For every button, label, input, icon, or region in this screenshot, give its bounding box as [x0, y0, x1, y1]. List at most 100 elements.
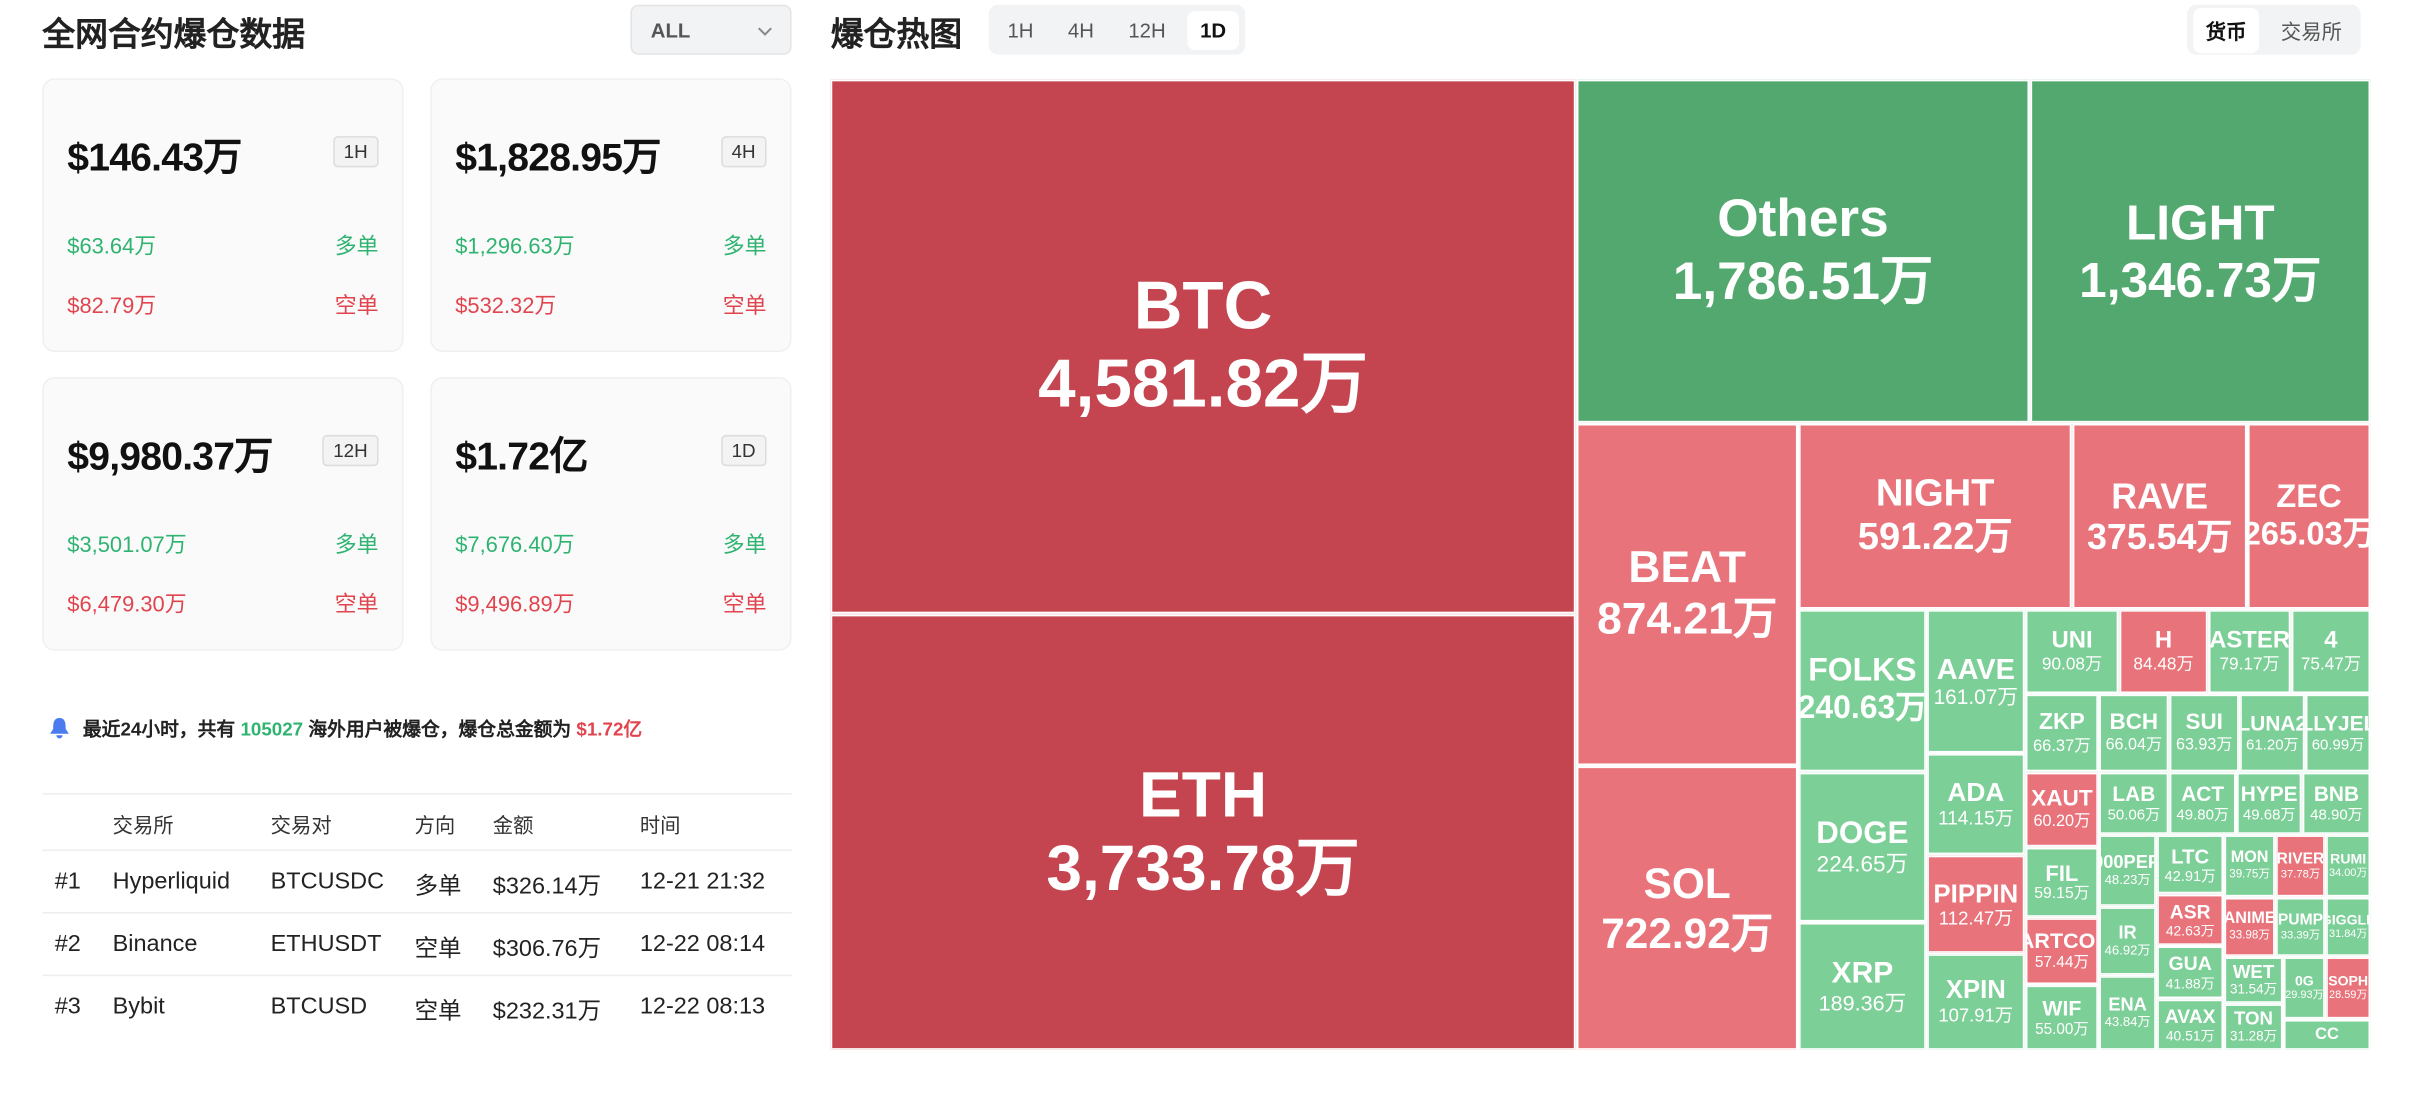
- tile-name: NIGHT: [1875, 472, 1995, 515]
- heatmap-tile[interactable]: PIPPIN 112.47万: [1927, 855, 2025, 953]
- heatmap-tile[interactable]: ZEC 265.03万: [2248, 423, 2371, 609]
- notice-amount: $1.72亿: [576, 718, 643, 740]
- heatmap-tile[interactable]: RAVE 375.54万: [2072, 423, 2247, 609]
- filter-value: ALL: [650, 18, 691, 43]
- heatmap-tile[interactable]: BEAT 874.21万: [1576, 423, 1798, 765]
- heatmap-tile[interactable]: IR 46.92万: [2099, 907, 2156, 975]
- heatmap-tile[interactable]: CC: [2284, 1019, 2371, 1050]
- heatmap-tile[interactable]: GUA 41.88万: [2157, 946, 2224, 999]
- tile-value: 1,346.73万: [2079, 251, 2322, 308]
- heatmap-tile[interactable]: FIL 59.15万: [2025, 847, 2098, 917]
- card-total: $146.43万: [67, 136, 242, 180]
- title: 全网合约爆仓数据: [42, 17, 306, 54]
- tile-value: 112.47万: [1938, 906, 2013, 929]
- heatmap-tile[interactable]: XRP 189.36万: [1799, 922, 1926, 1050]
- heatmap-tile[interactable]: FARTCOIN57.44万: [2025, 918, 2098, 985]
- heatmap-tile[interactable]: LTC 42.91万: [2157, 835, 2224, 894]
- tile-value: 66.37万: [2032, 736, 2091, 756]
- heatmap-tile[interactable]: PUMP 33.39万: [2276, 897, 2325, 956]
- stat-card: $146.43万 1H $63.64万 多单 $82.79万 空单: [42, 78, 404, 352]
- tile-name: HYPE: [2240, 782, 2298, 807]
- heatmap-tile[interactable]: ETH 3,733.78万: [830, 614, 1576, 1050]
- tile-name: ADA: [1947, 778, 2005, 808]
- heatmap-tile[interactable]: AAVE 161.07万: [1927, 610, 2025, 753]
- heatmap-tile[interactable]: H 84.48万: [2119, 610, 2208, 694]
- heatmap-tile[interactable]: SOL 722.92万: [1576, 766, 1798, 1050]
- heatmap-tile[interactable]: TON 31.28万: [2224, 1004, 2283, 1050]
- view-tab[interactable]: 交易所: [2280, 19, 2342, 44]
- heatmap-tile[interactable]: Others 1,786.51万: [1576, 79, 2030, 423]
- tile-name: Others: [1717, 189, 1889, 250]
- table-cell: $326.14万: [492, 872, 602, 900]
- tile-value: 79.17万: [2219, 655, 2280, 675]
- view-tab[interactable]: 货币: [2193, 7, 2260, 53]
- tile-value: 61.20万: [2245, 736, 2299, 754]
- heatmap-tile[interactable]: BNB 48.90万: [2302, 772, 2371, 834]
- heatmap-tile[interactable]: ZKP 66.37万: [2025, 694, 2098, 772]
- heatmap-tile[interactable]: ASR 42.63万: [2157, 894, 2224, 945]
- tile-name: GIGGLE: [2328, 912, 2369, 929]
- period-badge: 1D: [720, 434, 767, 467]
- tile-name: XPIN: [1945, 976, 2006, 1005]
- heatmap-tile[interactable]: WET 31.54万: [2224, 957, 2283, 1003]
- period-tab[interactable]: 1D: [1187, 10, 1239, 50]
- heatmap-tile[interactable]: HYPE 49.68万: [2237, 772, 2302, 834]
- tile-value: 90.08万: [2041, 655, 2103, 675]
- heatmap-tile[interactable]: DOGE 224.65万: [1799, 772, 1926, 922]
- heatmap-tile[interactable]: WIF 55.00万: [2025, 985, 2098, 1050]
- long-label: 多单: [722, 233, 767, 259]
- tile-value: 107.91万: [1938, 1004, 2014, 1027]
- heatmap-tile[interactable]: LIGHT 1,346.73万: [2030, 79, 2371, 423]
- tile-name: PIPPIN: [1933, 878, 2019, 909]
- heatmap-tile[interactable]: 1000PEPE48.23万: [2099, 835, 2156, 906]
- tile-value: 41.88万: [2165, 975, 2215, 992]
- table-header: 交易对: [270, 813, 332, 837]
- heatmap-tile[interactable]: ENA 43.84万: [2099, 976, 2156, 1050]
- period-tab[interactable]: 12H: [1128, 17, 1166, 42]
- tile-name: ASR: [2169, 900, 2211, 923]
- heatmap-tile[interactable]: GIGGLE31.84万: [2326, 897, 2371, 956]
- heatmap-tile[interactable]: LAB 50.06万: [2099, 772, 2169, 834]
- heatmap-tile[interactable]: MON 39.75万: [2224, 835, 2275, 897]
- heatmap-tile[interactable]: RIVER 37.78万: [2276, 835, 2325, 897]
- tile-name: 0G: [2294, 973, 2314, 990]
- heatmap-tile[interactable]: ACT 49.80万: [2169, 772, 2236, 834]
- heatmap-tile[interactable]: ASTER 79.17万: [2208, 610, 2291, 694]
- period-tab[interactable]: 1H: [1007, 17, 1034, 42]
- heatmap-tile[interactable]: XAUT 60.20万: [2025, 772, 2098, 847]
- heatmap-tile[interactable]: FOLKS 240.63万: [1799, 610, 1926, 772]
- tile-name: XRP: [1831, 956, 1894, 990]
- heatmap-tile[interactable]: JELLYJELLY60.99万: [2305, 694, 2371, 772]
- period-tab[interactable]: 4H: [1067, 17, 1094, 42]
- tile-value: 591.22万: [1857, 516, 2013, 559]
- tile-value: 55.00万: [2035, 1021, 2089, 1039]
- heatmap-tile[interactable]: BCH 66.04万: [2099, 694, 2169, 772]
- heatmap-tile[interactable]: SOPH 28.59万: [2326, 957, 2371, 1019]
- heatmap-tile[interactable]: AVAX 40.51万: [2157, 999, 2224, 1050]
- tile-name: ZEC: [2276, 478, 2342, 515]
- tile-value: 189.36万: [1818, 989, 1907, 1015]
- tile-name: WET: [2232, 960, 2275, 983]
- tile-name: IR: [2118, 922, 2137, 944]
- stat-card: $9,980.37万 12H $3,501.07万 多单 $6,479.30万 空单: [42, 377, 404, 651]
- heatmap-tile[interactable]: RUMI 34.00万: [2326, 835, 2371, 897]
- tile-value: 42.91万: [2164, 867, 2216, 884]
- heatmap-tile[interactable]: UNI 90.08万: [2025, 610, 2119, 694]
- tile-value: 33.98万: [2229, 927, 2270, 943]
- heatmap-tile[interactable]: BTC 4,581.82万: [830, 79, 1576, 614]
- heatmap-tile[interactable]: 4 75.47万: [2291, 610, 2371, 694]
- tile-name: MON: [2230, 849, 2269, 868]
- heatmap-tile[interactable]: ANIME 33.98万: [2224, 897, 2275, 956]
- filter-select[interactable]: ALL: [630, 4, 792, 55]
- heatmap-tile[interactable]: SUI 63.93万: [2169, 694, 2239, 772]
- heatmap-tile[interactable]: XPIN 107.91万: [1927, 954, 2025, 1050]
- row-divider: [42, 849, 792, 852]
- heatmap-tile[interactable]: LUNA2 61.20万: [2240, 694, 2305, 772]
- heatmap-tile[interactable]: NIGHT 591.22万: [1799, 423, 2072, 609]
- heatmap-tile[interactable]: 0G 29.93万: [2284, 957, 2325, 1019]
- heatmap-tile[interactable]: ADA 114.15万: [1927, 754, 2025, 855]
- table-cell: BTCUSD: [270, 993, 368, 1020]
- tile-value: 161.07万: [1933, 685, 2019, 710]
- notice-text: 海外用户被爆仓，爆仓总金额为: [308, 718, 572, 740]
- long-amount: $1,296.63万: [455, 233, 575, 259]
